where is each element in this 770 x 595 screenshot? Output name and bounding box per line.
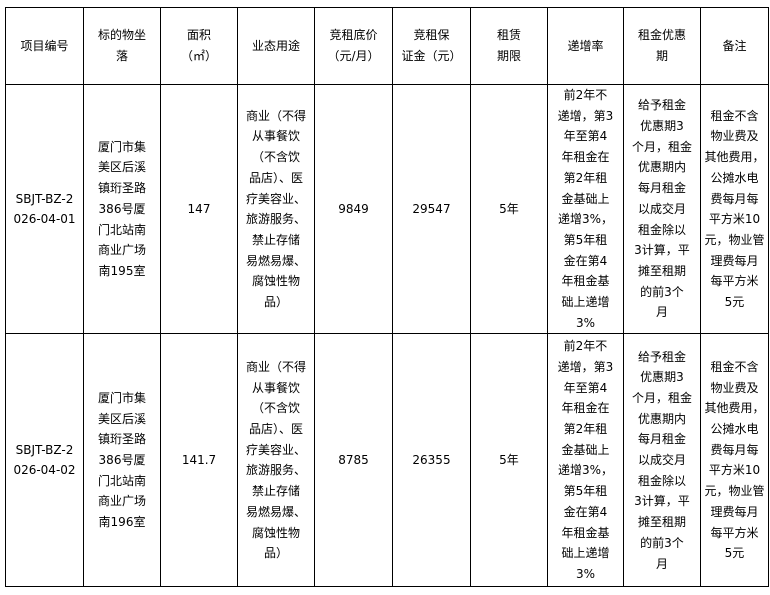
cell-term: 5年 [470,333,548,588]
cell-project-id: SBJT-BZ-2 026-04-02 [5,333,84,588]
cell-increase-rate: 前2年不 递增，第3 年至第4 年租金在 第2年租 金基础上 递增3%， 第5年… [547,333,624,588]
cell-increase-rate: 前2年不 递增，第3 年至第4 年租金在 第2年租 金基础上 递增3%， 第5年… [547,83,624,335]
cell-base-rent: 9849 [314,83,393,335]
cell-base-rent: 8785 [314,333,393,588]
cell-area: 141.7 [160,333,238,588]
cell-project-id: SBJT-BZ-2 026-04-01 [5,83,84,335]
cell-usage: 商业（不得 从事餐饮 （不含饮 品店）、医 疗美容业、 旅游服务、 禁止存储 易… [237,83,315,335]
cell-remarks: 租金不含 物业费及 其他费用， 公摊水电 费每月每 平方米10 元，物业管 理费… [700,83,769,335]
cell-rent-free: 给予租金 优惠期3 个月，租金 优惠期内 每月租金 以成交月 租金除以 3计算，… [623,333,701,588]
cell-location: 厦门市集 美区后溪 镇珩圣路 386号厦 门北站南 商业广场 南195室 [83,83,161,335]
header-row: 项目编号 标的物坐 落 面积 （㎡） 业态用途 竞租底价 （元/月） 竞租保 证… [5,7,769,85]
cell-deposit: 29547 [392,83,471,335]
header-remarks: 备注 [700,7,769,85]
header-deposit: 竞租保 证金（元） [392,7,471,85]
cell-deposit: 26355 [392,333,471,588]
cell-remarks: 租金不含 物业费及 其他费用， 公摊水电 费每月每 平方米10 元，物业管 理费… [700,333,769,588]
cell-usage: 商业（不得 从事餐饮 （不含饮 品店）、医 疗美容业、 旅游服务、 禁止存储 易… [237,333,315,588]
header-base-rent: 竞租底价 （元/月） [314,7,393,85]
table-row: SBJT-BZ-2 026-04-01 厦门市集 美区后溪 镇珩圣路 386号厦… [5,83,769,335]
table-row: SBJT-BZ-2 026-04-02 厦门市集 美区后溪 镇珩圣路 386号厦… [5,333,769,588]
header-term: 租赁 期限 [470,7,548,85]
header-location: 标的物坐 落 [83,7,161,85]
header-usage: 业态用途 [237,7,315,85]
cell-location: 厦门市集 美区后溪 镇珩圣路 386号厦 门北站南 商业广场 南196室 [83,333,161,588]
cell-term: 5年 [470,83,548,335]
header-project-id: 项目编号 [5,7,84,85]
cell-rent-free: 给予租金 优惠期3 个月，租金 优惠期内 每月租金 以成交月 租金除以 3计算，… [623,83,701,335]
header-rent-free: 租金优惠 期 [623,7,701,85]
lease-table: 项目编号 标的物坐 落 面积 （㎡） 业态用途 竞租底价 （元/月） 竞租保 证… [5,7,769,588]
header-area: 面积 （㎡） [160,7,238,85]
cell-area: 147 [160,83,238,335]
header-increase-rate: 递增率 [547,7,624,85]
